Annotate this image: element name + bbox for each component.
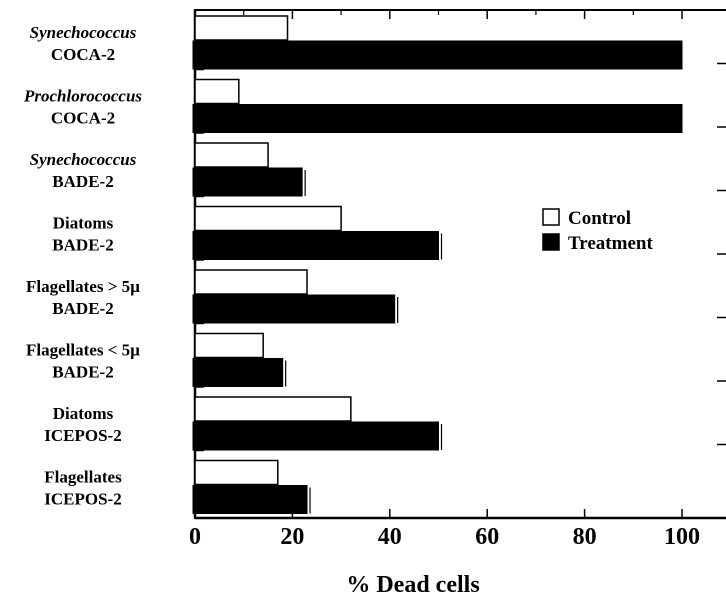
category-label-line2: BADE-2 [52, 299, 113, 318]
category-label-line2: COCA-2 [51, 45, 115, 64]
category-label-line1: Flagellates < 5µ [26, 341, 140, 360]
bar-treatment [192, 294, 396, 324]
bar-control [194, 15, 289, 41]
category-label-line1: Prochlorococcus [23, 87, 142, 106]
x-tick-label: 20 [280, 524, 304, 550]
bar-control [194, 332, 264, 359]
legend-swatch-treatment [542, 233, 560, 251]
legend-swatch-control [542, 208, 560, 226]
bars [192, 15, 683, 514]
category-label-line1: Synechococcus [30, 150, 137, 169]
bar-treatment [192, 167, 303, 197]
x-axis-label: % Dead cells [346, 572, 479, 598]
category-label-line2: ICEPOS-2 [44, 490, 121, 509]
category-label-line2: COCA-2 [51, 109, 115, 128]
category-label-line2: BADE-2 [52, 172, 113, 191]
x-tick-label: 80 [573, 524, 597, 550]
bar-control [194, 78, 240, 105]
bar-treatment [192, 485, 308, 514]
category-label-line2: BADE-2 [52, 363, 113, 382]
x-tick-label: 40 [378, 524, 402, 550]
category-label-line1: Flagellates [44, 468, 122, 487]
x-tick-labels: 0 20 40 60 80 100 [189, 524, 700, 550]
category-labels: Synechococcus COCA-2 Prochlorococcus COCA-2… [23, 23, 142, 509]
bar-treatment [192, 40, 683, 70]
x-tick-label: 100 [664, 524, 700, 550]
bar-control [194, 459, 279, 486]
legend-label-treatment: Treatment [568, 233, 653, 254]
category-label-line1: Synechococcus [30, 23, 137, 42]
category-label-line2: ICEPOS-2 [44, 426, 121, 445]
bar-treatment [192, 231, 439, 260]
category-label-line1: Diatoms [53, 214, 114, 233]
bar-treatment [192, 104, 683, 133]
bar-control [194, 396, 352, 422]
bar-control [194, 269, 308, 295]
bar-control [194, 205, 342, 232]
bar-control [194, 142, 269, 168]
category-label-line2: BADE-2 [52, 236, 113, 255]
x-tick-label: 60 [475, 524, 499, 550]
category-label-line1: Diatoms [53, 404, 114, 423]
bar-treatment [192, 421, 439, 451]
legend: Control Treatment [542, 208, 653, 254]
bar-treatment [192, 358, 284, 387]
category-label-line1: Flagellates > 5µ [26, 277, 140, 296]
legend-label-control: Control [568, 208, 631, 229]
x-tick-label: 0 [189, 524, 201, 550]
